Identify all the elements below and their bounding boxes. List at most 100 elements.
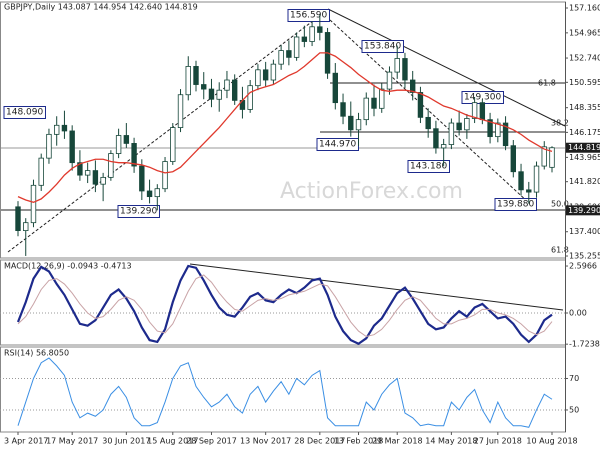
candle-body [270,63,277,81]
candle-body [479,102,486,121]
series-line [17,274,553,338]
candle-body [262,69,269,81]
candle-body [38,157,44,186]
annotation: 139.880 [497,200,534,210]
candle-body [123,135,130,144]
annotation: 153.840 [364,42,401,52]
candle-body [409,79,416,93]
candle-body [471,102,478,119]
y-tick-label: 137.400 [569,227,600,236]
y-tick-label: 154.965 [569,28,600,37]
candle-body [77,162,83,176]
candle-body [92,170,99,185]
candle-body [386,71,393,90]
drawings [0,8,566,311]
x-tick-label: 27 Jun 2018 [474,437,522,446]
y-tick-label: 70 [569,374,579,383]
y-tick-label: 135.255 [569,252,600,261]
candle-body [146,190,153,198]
chart-title: MACD(12,26,9) -0.0943 -0.4713 [4,262,132,271]
x-tick-label: 3 Apr 2017 [4,437,48,446]
candle-body [394,58,400,73]
candle-body [533,165,540,193]
candle-body [61,124,68,132]
trendline [189,263,564,311]
candle-body [231,79,238,101]
candle-body [139,165,145,192]
y-tick-label: 50 [569,405,579,414]
x-tick-label: 13 Nov 2017 [240,437,291,446]
candle-body [317,26,323,33]
candle-body [84,170,91,176]
candle-body [301,36,308,42]
candle-body [201,84,207,90]
y-tick-label: 0.00 [569,308,587,317]
candle-body [185,66,191,96]
fib-label: 61.8 [538,79,556,88]
candle-body [255,69,261,87]
fib-label: 50.0 [551,200,569,209]
candle-body [495,122,501,138]
annotation: 156.590 [290,11,327,21]
candle-body [15,206,21,231]
fib-label: 38.2 [551,119,569,128]
price-tag [566,142,600,153]
annotation: 148.090 [6,108,43,118]
candle-body [355,119,362,131]
y-tick-label: 157.160 [569,4,600,13]
y-tick-label: 2.5966 [569,262,597,271]
candle-body [549,147,555,168]
candle-body [433,128,439,149]
y-tick-label: -1.7238 [569,340,600,349]
trendline [7,13,323,253]
candle-body [456,122,462,131]
price-tag-label: 139.290 [568,206,600,215]
candle-body [108,153,114,178]
candle-body [371,97,377,109]
candle-body [487,119,493,138]
candle-body [286,50,292,58]
candle-body [417,92,424,118]
candle-body [278,50,284,65]
annotation-box [361,40,404,53]
series-line [16,264,553,345]
candle-body [170,127,176,162]
x-tick-label: 30 Jun 2017 [102,437,150,446]
candle-body [154,188,161,198]
candle-body [448,122,455,145]
x-tick-label: 15 Aug 2017 [147,437,198,446]
candle-body [247,85,253,110]
candle-body [425,116,431,130]
y-tick-label: 150.595 [569,78,600,87]
chart-title: GBPJPY,Daily 143.087 144.954 142.640 144… [4,3,198,12]
y-tick-label: 146.175 [569,128,600,137]
x-tick-label: 14 May 2018 [425,437,477,446]
x-tick-label: 17 May 2017 [46,437,98,446]
candle-body [526,189,532,193]
x-tick-label: 10 Aug 2018 [526,437,577,446]
candle-body [224,79,230,91]
series-line [17,52,553,203]
annotation: 143.180 [410,162,447,172]
annotation-box [494,198,537,211]
candle-body [541,146,547,167]
y-tick-label: 148.355 [569,103,600,112]
annotation-box [407,160,450,173]
candle-body [100,176,106,185]
candle-body [402,58,408,81]
series-line [17,357,553,428]
candle-body [193,66,199,85]
candle-body [340,102,346,117]
candle-body [69,130,75,164]
candle-body [30,184,37,224]
annotation: 144.970 [319,140,356,150]
annotation: 149.300 [464,93,501,103]
price-tag-label: 144.819 [568,143,600,152]
annotations: 156.590 153.840 149.300 148.090 144.970 … [3,9,537,218]
chart-title: RSI(14) 56.8050 [4,349,69,358]
annotation-box [287,9,330,22]
candle-body [363,97,369,121]
candle-body [502,122,509,147]
x-tick-label: 29 Mar 2018 [372,437,423,446]
